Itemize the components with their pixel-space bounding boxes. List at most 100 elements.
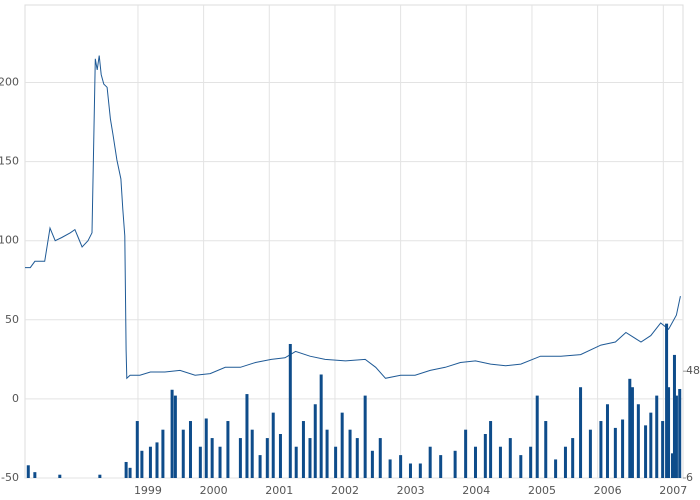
volume-bar bbox=[628, 378, 632, 478]
volume-bar bbox=[588, 429, 592, 478]
volume-bar bbox=[621, 419, 625, 478]
volume-bar bbox=[140, 450, 144, 478]
volume-bar bbox=[370, 450, 374, 478]
x-tick-label: 2001 bbox=[265, 484, 293, 497]
volume-bar bbox=[674, 395, 678, 478]
volume-bar bbox=[348, 429, 352, 478]
x-tick-label: 2002 bbox=[331, 484, 359, 497]
y2-tick-label: 48 bbox=[686, 364, 700, 377]
volume-bar bbox=[672, 354, 676, 478]
volume-bar bbox=[271, 412, 275, 478]
x-tick-label: 2005 bbox=[528, 484, 556, 497]
volume-bar bbox=[198, 446, 202, 478]
y-tick-label: 0 bbox=[12, 392, 19, 405]
volume-bar bbox=[378, 438, 382, 478]
x-tick-label: 2007 bbox=[659, 484, 687, 497]
volume-bar bbox=[519, 455, 523, 478]
volume-bar bbox=[245, 394, 249, 478]
volume-bar bbox=[661, 421, 665, 478]
volume-bar bbox=[605, 404, 609, 478]
volume-bar bbox=[613, 427, 617, 478]
volume-bar bbox=[294, 446, 298, 478]
volume-bar bbox=[655, 395, 659, 478]
y2-tick-label: 6 bbox=[686, 471, 693, 484]
volume-bar bbox=[210, 438, 214, 478]
volume-bar bbox=[325, 429, 329, 478]
volume-bar bbox=[636, 404, 640, 478]
volume-bar bbox=[148, 446, 152, 478]
volume-bar bbox=[181, 429, 185, 478]
volume-bar bbox=[98, 474, 102, 478]
volume-bar bbox=[667, 387, 671, 478]
volume-bar bbox=[135, 421, 139, 478]
volume-bar bbox=[670, 453, 674, 478]
y-tick-label: 100 bbox=[0, 234, 19, 247]
volume-bar bbox=[535, 395, 539, 478]
y-tick-label: 50 bbox=[5, 313, 19, 326]
volume-bar bbox=[155, 442, 159, 478]
volume-bar bbox=[418, 463, 422, 478]
volume-bar bbox=[439, 455, 443, 478]
volume-bar bbox=[204, 418, 208, 478]
volume-bar bbox=[498, 446, 502, 478]
volume-bar bbox=[630, 387, 634, 478]
volume-bar bbox=[340, 412, 344, 478]
volume-bar bbox=[319, 374, 323, 478]
volume-bar bbox=[544, 421, 548, 478]
volume-bar bbox=[124, 461, 128, 478]
volume-bar bbox=[170, 389, 174, 478]
volume-bar bbox=[218, 446, 222, 478]
volume-bar bbox=[428, 446, 432, 478]
volume-bar bbox=[649, 412, 653, 478]
volume-bar bbox=[483, 434, 487, 478]
volume-bar bbox=[599, 421, 603, 478]
volume-bar bbox=[678, 388, 682, 478]
volume-bar bbox=[238, 438, 242, 478]
volume-bar bbox=[288, 343, 292, 478]
volume-bar bbox=[644, 425, 648, 478]
volume-bar bbox=[265, 438, 269, 478]
volume-bar bbox=[250, 429, 254, 478]
volume-bar bbox=[453, 450, 457, 478]
volume-bar bbox=[334, 446, 338, 478]
volume-bar bbox=[363, 395, 367, 478]
plot-area bbox=[24, 4, 684, 479]
y-tick-label: 200 bbox=[0, 76, 19, 89]
x-tick-label: 2006 bbox=[594, 484, 622, 497]
volume-bar bbox=[58, 474, 62, 478]
volume-bar bbox=[188, 421, 192, 478]
volume-bar bbox=[301, 421, 305, 478]
volume-bar bbox=[226, 421, 230, 478]
x-tick-label: 2000 bbox=[200, 484, 228, 497]
volume-bar bbox=[278, 434, 282, 478]
volume-bar bbox=[128, 467, 132, 478]
volume-bar bbox=[258, 455, 262, 478]
volume-bar bbox=[308, 438, 312, 478]
volume-bar bbox=[173, 395, 177, 478]
volume-bar bbox=[26, 465, 30, 478]
volume-bar bbox=[388, 459, 392, 478]
volume-bar bbox=[529, 446, 533, 478]
volume-bar bbox=[554, 459, 558, 478]
volume-bar bbox=[355, 438, 359, 478]
volume-bar bbox=[313, 404, 317, 478]
volume-bar bbox=[161, 429, 165, 478]
x-tick-label: 1999 bbox=[134, 484, 162, 497]
volume-bar bbox=[508, 438, 512, 478]
price-line bbox=[25, 55, 681, 380]
volume-bar bbox=[464, 429, 468, 478]
volume-bar bbox=[33, 472, 37, 478]
volume-bar bbox=[408, 463, 412, 478]
volume-bar bbox=[489, 421, 493, 478]
volume-bar bbox=[563, 446, 567, 478]
volume-bar bbox=[665, 323, 669, 478]
volume-bar bbox=[571, 438, 575, 478]
volume-bar bbox=[399, 455, 403, 478]
y-tick-label: -50 bbox=[1, 471, 19, 484]
x-tick-label: 2003 bbox=[397, 484, 425, 497]
volume-bar bbox=[579, 387, 583, 478]
y-tick-label: 150 bbox=[0, 155, 19, 168]
x-tick-label: 2004 bbox=[462, 484, 490, 497]
